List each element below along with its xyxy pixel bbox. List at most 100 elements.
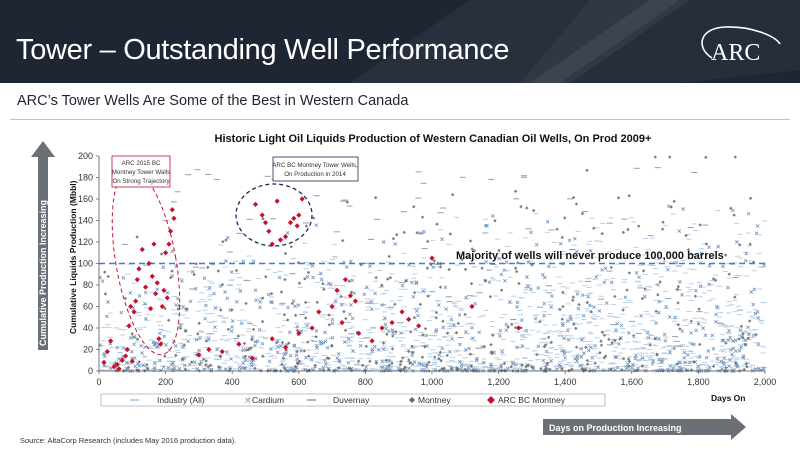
arc-bc-montney-point: [274, 198, 280, 204]
montney-point: [388, 276, 393, 280]
montney-point: [653, 337, 658, 341]
montney-point: [616, 196, 621, 200]
cardium-point: [303, 367, 308, 372]
cardium-point: [368, 264, 372, 268]
cardium-point: [646, 335, 651, 340]
cardium-point: [102, 363, 106, 368]
cardium-point: [380, 365, 385, 370]
cardium-point: [416, 313, 420, 318]
cardium-point: [319, 277, 324, 282]
cardium-point: [199, 359, 204, 364]
montney-point: [482, 345, 487, 349]
montney-point: [627, 271, 632, 275]
cardium-point: [158, 368, 163, 373]
cardium-point: [175, 296, 180, 301]
montney-point: [169, 276, 173, 280]
cardium-point: [238, 289, 243, 293]
montney-point: [281, 356, 285, 360]
cardium-point: [739, 345, 744, 350]
cardium-point: [685, 353, 690, 357]
montney-point: [163, 306, 167, 311]
montney-point: [526, 363, 531, 368]
montney-point: [204, 339, 209, 343]
cardium-point: [540, 272, 545, 277]
montney-point: [404, 279, 408, 283]
cardium-point: [161, 365, 166, 370]
montney-point: [696, 321, 701, 326]
cardium-point: [752, 287, 757, 292]
cardium-point: [699, 251, 704, 256]
montney-point: [373, 195, 378, 200]
arc-bc-montney-point: [196, 352, 202, 358]
montney-point: [137, 360, 141, 364]
x-tick-label: 1,000: [421, 377, 444, 387]
montney-point: [287, 341, 291, 345]
montney-point: [402, 230, 406, 235]
cardium-point: [292, 343, 297, 348]
arc-bc-montney-point: [399, 309, 405, 315]
cardium-point: [330, 317, 335, 322]
arc-bc-montney-point: [282, 234, 289, 240]
montney-point: [398, 362, 403, 367]
arc-bc-montney-point: [151, 241, 157, 247]
cardium-point: [485, 223, 489, 228]
arc-bc-montney-point: [146, 260, 152, 267]
montney-point: [447, 267, 451, 272]
montney-point: [251, 327, 256, 332]
y-tick-label: 160: [78, 194, 93, 204]
cardium-point: [593, 343, 597, 348]
cardium-point: [143, 316, 148, 321]
montney-point: [221, 239, 225, 244]
cardium-point: [457, 312, 462, 317]
cardium-point: [241, 361, 246, 366]
cardium-point: [414, 280, 419, 285]
cardium-point: [229, 356, 233, 361]
x-tick-label: 800: [358, 377, 373, 387]
cardium-point: [581, 313, 586, 318]
cardium-point: [588, 248, 593, 253]
montney-point: [297, 281, 302, 285]
montney-point: [327, 323, 331, 327]
arc-bc-montney-point: [252, 201, 259, 207]
montney-point: [236, 334, 241, 338]
cardium-point: [419, 362, 424, 367]
cardium-point: [505, 366, 510, 371]
cardium-point: [241, 259, 246, 264]
montney-point: [434, 310, 439, 315]
cardium-point: [237, 365, 242, 370]
cardium-point: [230, 325, 234, 329]
montney-point: [438, 265, 443, 269]
cardium-point: [615, 321, 620, 326]
montney-point: [387, 363, 391, 367]
cardium-point: [623, 295, 628, 300]
arc-bc-montney-point: [219, 349, 225, 355]
cardium-point: [253, 356, 258, 361]
montney-point: [390, 334, 395, 338]
cardium-point: [730, 352, 734, 357]
cardium-point: [546, 264, 551, 269]
cardium-point: [250, 335, 255, 339]
montney-point: [412, 205, 416, 209]
cardium-point: [215, 347, 219, 352]
montney-point: [374, 361, 379, 365]
montney-point: [304, 224, 309, 228]
montney-point: [412, 290, 417, 295]
cardium-point: [698, 284, 703, 289]
cardium-point: [615, 365, 620, 370]
cardium-point: [673, 315, 678, 320]
cardium-point: [249, 360, 254, 365]
cardium-point: [305, 323, 310, 328]
cardium-point: [525, 284, 530, 288]
montney-point: [445, 353, 449, 358]
arc-bc-montney-point: [416, 323, 422, 329]
montney-point: [669, 205, 673, 209]
montney-point: [184, 307, 189, 311]
cardium-point: [104, 314, 109, 319]
montney-point: [609, 265, 613, 270]
cardium-point: [383, 322, 388, 327]
montney-point: [643, 287, 647, 291]
montney-point: [135, 235, 139, 239]
cardium-point: [282, 352, 287, 357]
cardium-point: [237, 368, 242, 373]
horizontal-arrow-label: Days on Production Increasing: [549, 423, 682, 433]
